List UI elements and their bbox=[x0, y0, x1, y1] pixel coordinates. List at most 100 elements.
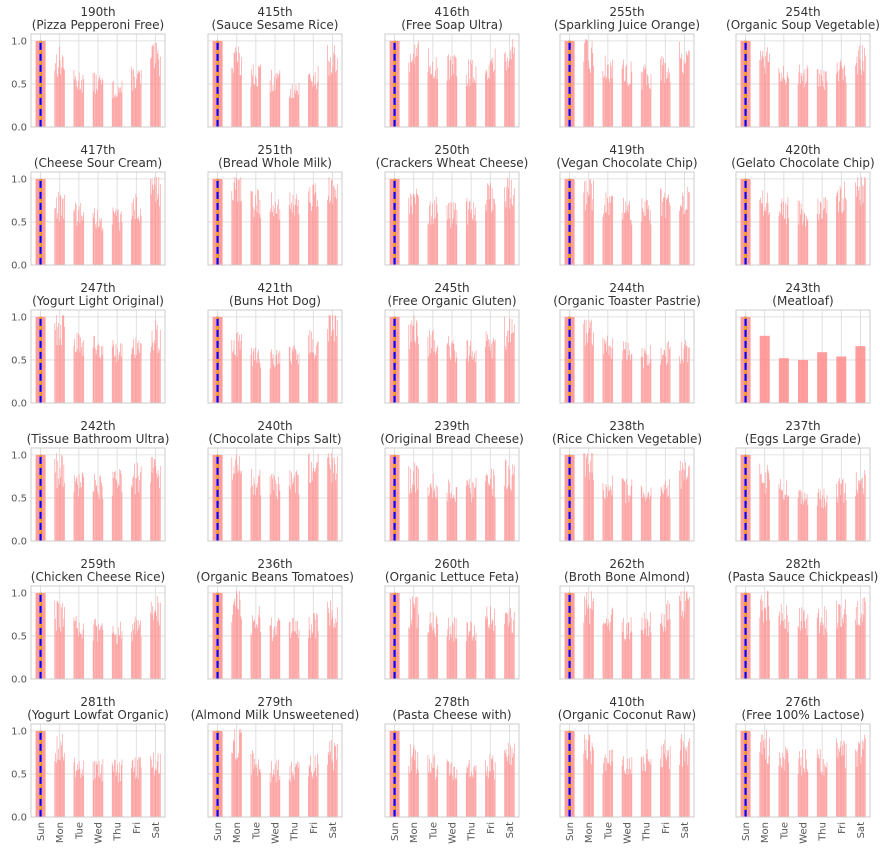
bar bbox=[491, 63, 493, 127]
bar bbox=[291, 633, 292, 679]
bar bbox=[333, 473, 334, 541]
bar bbox=[646, 753, 647, 817]
bar bbox=[607, 64, 609, 127]
bar bbox=[418, 40, 419, 128]
bar bbox=[236, 593, 238, 679]
bar bbox=[805, 83, 806, 127]
bar bbox=[136, 79, 137, 127]
bar bbox=[685, 51, 687, 127]
bar bbox=[800, 757, 802, 817]
bar bbox=[494, 475, 495, 541]
bar bbox=[258, 358, 260, 403]
bar bbox=[314, 183, 316, 265]
bar bbox=[314, 85, 315, 127]
bar bbox=[435, 779, 436, 817]
bar bbox=[116, 771, 118, 817]
bar bbox=[150, 194, 152, 265]
bar bbox=[609, 196, 611, 265]
bar bbox=[665, 758, 666, 817]
bar bbox=[327, 607, 329, 679]
bar bbox=[823, 775, 825, 817]
bar bbox=[489, 484, 491, 541]
bar bbox=[154, 609, 156, 679]
bar bbox=[864, 737, 866, 817]
bar bbox=[488, 771, 490, 817]
bar bbox=[56, 601, 58, 679]
bar bbox=[663, 631, 664, 679]
bar bbox=[449, 493, 451, 541]
bar bbox=[761, 482, 763, 541]
bar bbox=[779, 752, 781, 817]
bar bbox=[294, 767, 296, 817]
bar bbox=[119, 469, 121, 541]
bar bbox=[293, 773, 295, 817]
x-tick-label: Fri bbox=[837, 822, 848, 834]
bar bbox=[138, 628, 140, 679]
bar bbox=[452, 497, 453, 541]
bar bbox=[447, 342, 449, 403]
bar bbox=[688, 192, 690, 265]
bar bbox=[135, 87, 137, 127]
bar bbox=[258, 349, 259, 403]
panel: 410th(Organic Coconut Raw)Sun Mon Tue Wed Th… bbox=[558, 695, 697, 844]
bar bbox=[60, 324, 62, 403]
bar bbox=[312, 631, 314, 679]
bar bbox=[315, 638, 317, 679]
bar bbox=[472, 777, 474, 817]
panel-rank: 278th bbox=[434, 695, 469, 709]
bar bbox=[278, 780, 280, 817]
bar bbox=[57, 600, 59, 679]
bar bbox=[256, 764, 258, 817]
bar bbox=[803, 501, 805, 541]
bar bbox=[435, 196, 437, 265]
bar bbox=[120, 765, 122, 817]
bar bbox=[631, 757, 633, 817]
bar bbox=[762, 190, 764, 265]
panel-rank: 279th bbox=[257, 695, 292, 709]
bar bbox=[232, 614, 233, 679]
bar bbox=[297, 90, 298, 127]
bar bbox=[330, 72, 332, 127]
bar bbox=[505, 612, 507, 679]
bar bbox=[327, 602, 328, 679]
bar bbox=[667, 600, 669, 679]
y-tick-label: 0.0 bbox=[11, 537, 27, 548]
bar bbox=[276, 349, 278, 403]
bar bbox=[429, 484, 431, 541]
bar bbox=[766, 465, 768, 541]
bar bbox=[513, 324, 515, 403]
bar bbox=[413, 608, 415, 679]
bar bbox=[825, 627, 826, 679]
bar bbox=[587, 40, 588, 127]
bar bbox=[785, 202, 787, 265]
bar bbox=[788, 621, 790, 679]
bar bbox=[623, 756, 624, 817]
bar bbox=[783, 499, 784, 541]
bar bbox=[506, 70, 508, 127]
bar bbox=[99, 777, 101, 817]
bar bbox=[504, 750, 505, 817]
bar bbox=[455, 56, 456, 128]
bar bbox=[778, 765, 780, 817]
bar bbox=[662, 202, 663, 265]
bar bbox=[681, 734, 683, 817]
bar bbox=[685, 600, 686, 679]
bar bbox=[627, 758, 628, 817]
bar bbox=[297, 620, 298, 679]
bar bbox=[317, 454, 319, 541]
bar bbox=[278, 476, 279, 541]
bar bbox=[119, 635, 121, 679]
bar bbox=[649, 612, 651, 679]
bar bbox=[140, 209, 141, 265]
bar bbox=[134, 767, 135, 817]
bar bbox=[274, 76, 275, 127]
bar bbox=[274, 208, 275, 265]
bar bbox=[415, 773, 417, 817]
bar bbox=[628, 501, 630, 541]
bar bbox=[646, 498, 647, 541]
bar bbox=[312, 184, 314, 265]
bar bbox=[330, 739, 332, 817]
bar bbox=[805, 628, 806, 679]
bar bbox=[645, 215, 647, 265]
bar bbox=[134, 219, 136, 265]
